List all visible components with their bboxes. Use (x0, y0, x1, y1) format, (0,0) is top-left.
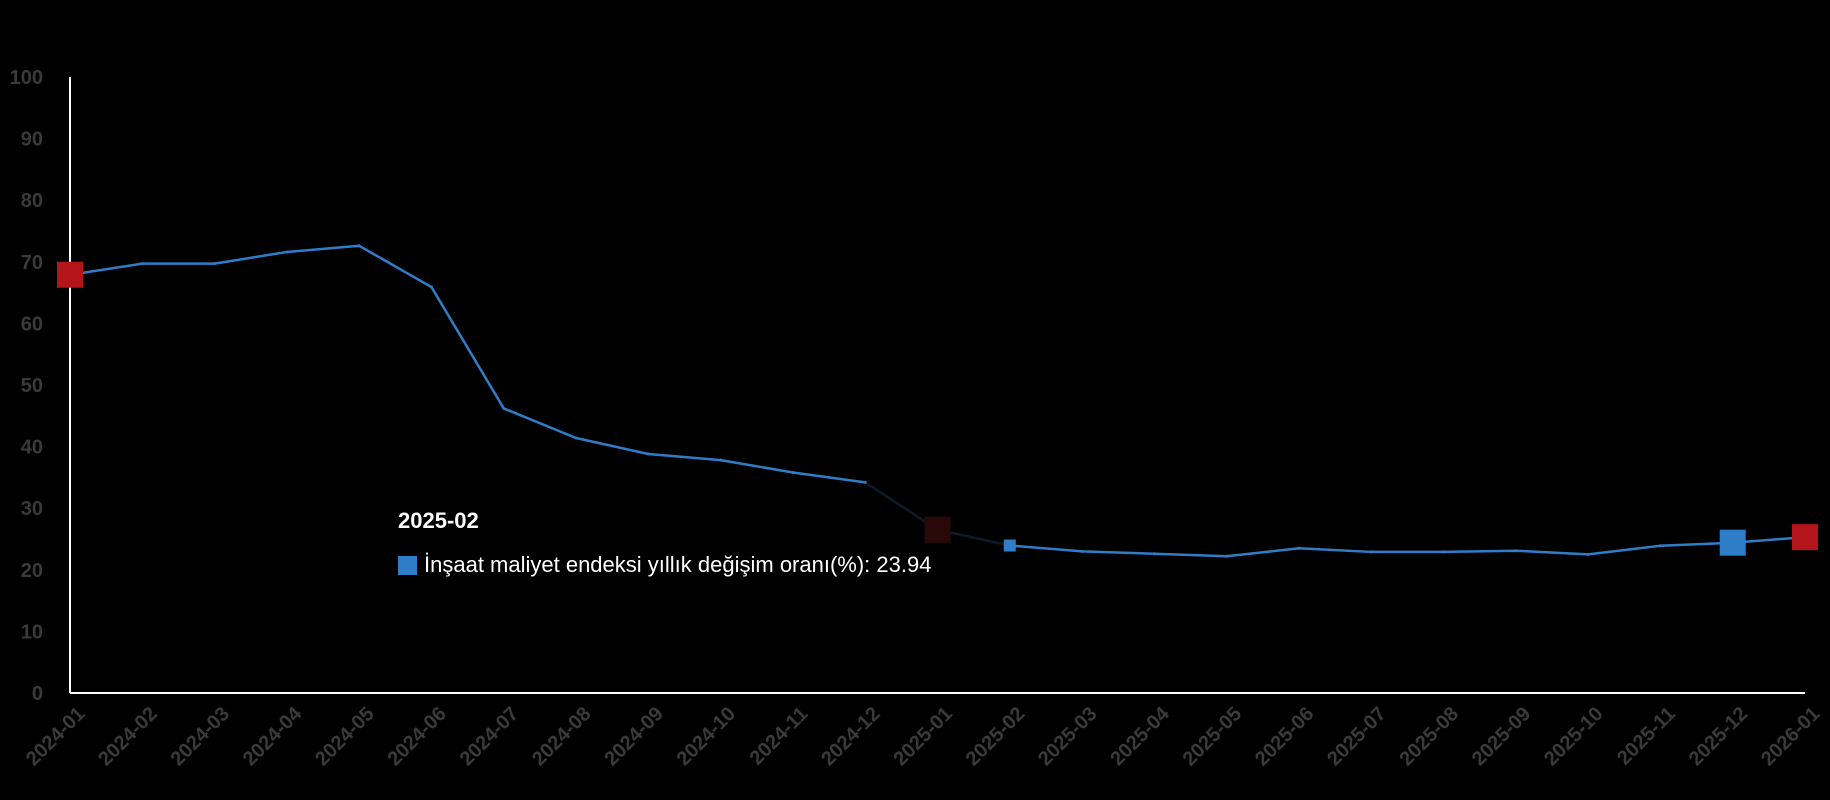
x-tick-label: 2024-10 (673, 703, 740, 770)
x-tick-label: 2024-04 (239, 702, 307, 770)
data-point (1442, 550, 1446, 554)
y-tick-label: 70 (21, 252, 43, 274)
data-point (1297, 546, 1301, 550)
tooltip-label: İnşaat maliyet endeksi yıllık değişim or… (424, 552, 932, 577)
data-point (213, 262, 217, 266)
data-point (1369, 550, 1373, 554)
point-marker[interactable] (57, 261, 83, 288)
x-tick-label: 2024-09 (600, 703, 667, 770)
y-tick-label: 60 (21, 313, 43, 335)
data-point (1586, 552, 1590, 556)
x-axis-ticks: 2024-01 2024-02 2024-03 2024-04 2024-05 2024-… (22, 702, 1824, 770)
x-tick-label: 2025-04 (1106, 702, 1174, 770)
y-axis-ticks: 0 10 20 30 40 50 60 70 80 90 100 (10, 67, 43, 705)
x-tick-label: 2025-01 (889, 703, 956, 770)
x-tick-label: 2024-07 (456, 703, 523, 770)
hover-point-marker[interactable] (1003, 539, 1016, 552)
y-tick-label: 40 (21, 437, 43, 459)
x-tick-label: 2025-06 (1251, 703, 1318, 770)
data-point (502, 406, 506, 410)
data-point (574, 436, 578, 440)
x-tick-label: 2024-08 (528, 703, 595, 770)
marker-layer (57, 261, 1818, 556)
x-tick-label: 2024-05 (311, 703, 378, 770)
y-tick-label: 20 (21, 560, 43, 582)
x-tick-label: 2024-02 (94, 703, 161, 770)
x-tick-label: 2025-03 (1034, 703, 1101, 770)
y-tick-label: 90 (21, 129, 43, 151)
point-marker[interactable] (1792, 524, 1818, 551)
point-marker[interactable] (1719, 529, 1746, 556)
data-point (646, 452, 650, 456)
data-point (719, 458, 723, 462)
data-point (1225, 554, 1229, 558)
data-point (791, 470, 795, 474)
chart-tooltip: 2025-02 İnşaat maliyet endeksi yıllık de… (398, 508, 931, 578)
y-tick-label: 0 (32, 683, 43, 705)
x-tick-label: 2024-03 (167, 703, 234, 770)
x-tick-label: 2026-01 (1757, 703, 1824, 770)
x-tick-label: 2025-02 (962, 703, 1029, 770)
data-point (863, 480, 867, 484)
data-point (1658, 544, 1662, 548)
x-tick-label: 2024-01 (22, 703, 89, 770)
x-tick-label: 2025-11 (1613, 703, 1680, 770)
y-tick-label: 100 (10, 67, 43, 89)
tooltip-title: 2025-02 (398, 508, 479, 533)
point-marker[interactable] (924, 516, 951, 543)
tooltip-series-swatch (398, 555, 417, 575)
x-tick-label: 2025-07 (1323, 703, 1390, 770)
series-layer (68, 244, 1807, 558)
x-tick-label: 2025-10 (1540, 703, 1607, 770)
data-point (285, 250, 289, 254)
series-line (1009, 535, 1806, 558)
data-point (429, 285, 433, 289)
data-point (1080, 549, 1084, 553)
x-tick-label: 2025-12 (1685, 703, 1752, 770)
x-tick-label: 2024-11 (746, 703, 813, 770)
y-tick-label: 50 (21, 375, 43, 397)
y-tick-label: 80 (21, 190, 43, 212)
x-tick-label: 2025-09 (1468, 703, 1535, 770)
x-tick-label: 2024-12 (817, 703, 884, 770)
data-point (1514, 549, 1518, 553)
x-tick-label: 2025-08 (1396, 703, 1463, 770)
x-tick-label: 2024-06 (383, 703, 450, 770)
x-tick-label: 2025-05 (1179, 703, 1246, 770)
data-point (1152, 552, 1156, 556)
data-point (140, 262, 144, 266)
series-line (69, 244, 866, 484)
tooltip-row: İnşaat maliyet endeksi yıllık değişim or… (398, 552, 931, 578)
y-tick-label: 10 (21, 621, 43, 643)
data-point (357, 244, 361, 248)
y-tick-label: 30 (21, 498, 43, 520)
